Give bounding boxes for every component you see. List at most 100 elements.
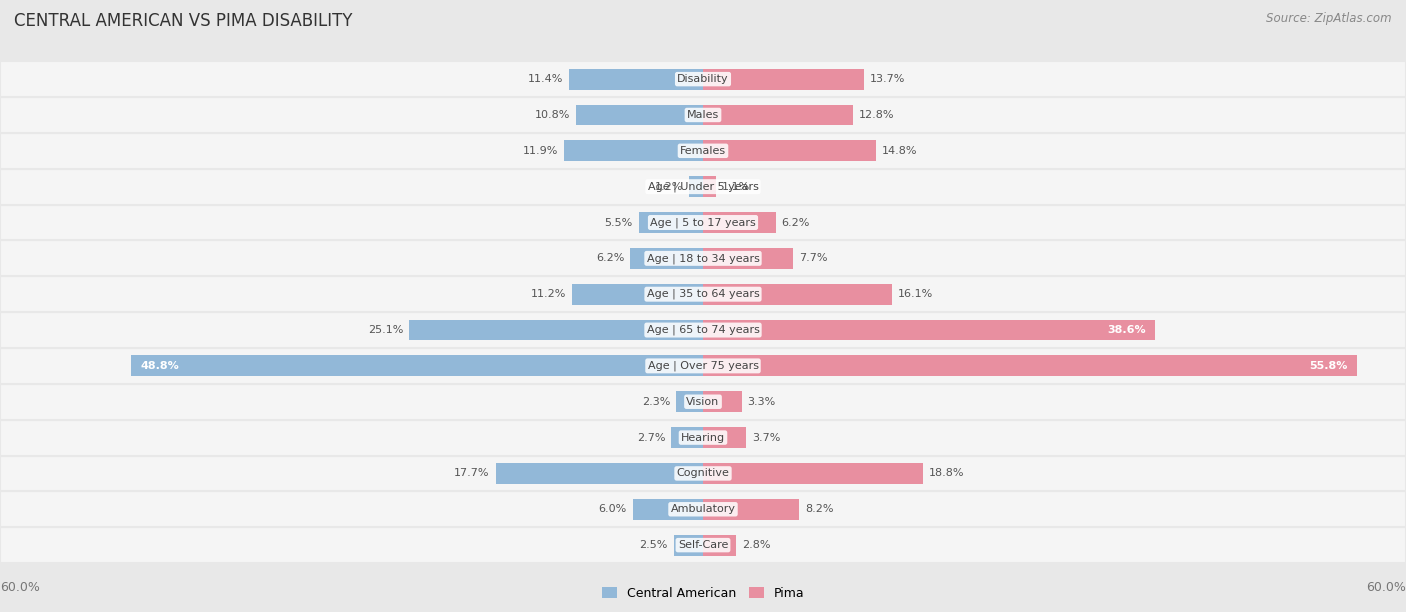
Bar	[703, 212, 776, 233]
Bar	[0, 241, 1406, 276]
Text: 1.1%: 1.1%	[721, 182, 749, 192]
Bar	[0, 204, 1406, 241]
Text: Disability: Disability	[678, 74, 728, 84]
Bar	[703, 105, 853, 125]
Bar	[0, 241, 1406, 276]
Bar	[0, 491, 1406, 527]
Text: 12.8%: 12.8%	[859, 110, 894, 120]
Bar	[0, 61, 1406, 97]
Text: Self-Care: Self-Care	[678, 540, 728, 550]
Bar	[0, 384, 1406, 420]
Text: Males: Males	[688, 110, 718, 120]
Bar	[0, 61, 1406, 97]
Text: Cognitive: Cognitive	[676, 468, 730, 479]
Text: Source: ZipAtlas.com: Source: ZipAtlas.com	[1267, 12, 1392, 25]
Text: 11.9%: 11.9%	[523, 146, 558, 156]
Bar	[703, 499, 799, 520]
Bar	[703, 248, 793, 269]
Text: Hearing: Hearing	[681, 433, 725, 442]
Text: 11.4%: 11.4%	[529, 74, 564, 84]
Text: 17.7%: 17.7%	[454, 468, 489, 479]
Text: 16.1%: 16.1%	[897, 289, 932, 299]
Text: 55.8%: 55.8%	[1309, 361, 1347, 371]
Text: 7.7%: 7.7%	[799, 253, 828, 263]
Bar	[703, 69, 863, 89]
Bar	[0, 420, 1406, 455]
Text: 5.5%: 5.5%	[605, 217, 633, 228]
Text: 10.8%: 10.8%	[536, 110, 571, 120]
Bar	[0, 133, 1406, 169]
Bar	[0, 455, 1406, 491]
Bar	[569, 69, 703, 89]
Bar	[0, 491, 1406, 527]
Bar	[0, 455, 1406, 491]
Bar	[703, 176, 716, 197]
Bar	[0, 527, 1406, 563]
Text: Females: Females	[681, 146, 725, 156]
Text: 38.6%: 38.6%	[1108, 325, 1146, 335]
Bar	[689, 176, 703, 197]
Bar	[131, 356, 703, 376]
Text: Age | Under 5 years: Age | Under 5 years	[648, 181, 758, 192]
Bar	[0, 312, 1406, 348]
Text: 2.8%: 2.8%	[742, 540, 770, 550]
Bar	[0, 169, 1406, 204]
Text: Vision: Vision	[686, 397, 720, 407]
Text: 3.3%: 3.3%	[748, 397, 776, 407]
Bar	[703, 463, 924, 484]
Bar	[638, 212, 703, 233]
Text: 60.0%: 60.0%	[1367, 581, 1406, 594]
Text: 11.2%: 11.2%	[530, 289, 565, 299]
Bar	[0, 527, 1406, 563]
Bar	[672, 427, 703, 448]
Bar	[0, 133, 1406, 169]
Text: Age | 5 to 17 years: Age | 5 to 17 years	[650, 217, 756, 228]
Bar	[673, 535, 703, 556]
Bar	[572, 284, 703, 305]
Bar	[633, 499, 703, 520]
Bar	[0, 276, 1406, 312]
Bar	[703, 535, 735, 556]
Bar	[0, 348, 1406, 384]
Text: 2.3%: 2.3%	[641, 397, 671, 407]
Bar	[703, 356, 1357, 376]
Text: Age | 35 to 64 years: Age | 35 to 64 years	[647, 289, 759, 299]
Text: Ambulatory: Ambulatory	[671, 504, 735, 514]
Bar	[0, 97, 1406, 133]
Text: 25.1%: 25.1%	[368, 325, 404, 335]
Text: 3.7%: 3.7%	[752, 433, 780, 442]
Bar	[0, 420, 1406, 455]
Text: Age | 18 to 34 years: Age | 18 to 34 years	[647, 253, 759, 264]
Bar	[630, 248, 703, 269]
Bar	[0, 204, 1406, 241]
Text: 2.5%: 2.5%	[640, 540, 668, 550]
Text: 2.7%: 2.7%	[637, 433, 665, 442]
Text: 18.8%: 18.8%	[929, 468, 965, 479]
Text: 1.2%: 1.2%	[655, 182, 683, 192]
Text: Age | 65 to 74 years: Age | 65 to 74 years	[647, 325, 759, 335]
Text: Age | Over 75 years: Age | Over 75 years	[648, 360, 758, 371]
Bar	[409, 319, 703, 340]
Text: 48.8%: 48.8%	[141, 361, 180, 371]
Bar	[576, 105, 703, 125]
Bar	[0, 312, 1406, 348]
Bar	[703, 140, 876, 161]
Bar	[0, 276, 1406, 312]
Text: 14.8%: 14.8%	[883, 146, 918, 156]
Text: 60.0%: 60.0%	[0, 581, 39, 594]
Bar	[496, 463, 703, 484]
Text: 8.2%: 8.2%	[804, 504, 834, 514]
Bar	[0, 384, 1406, 420]
Bar	[703, 427, 747, 448]
Text: 6.0%: 6.0%	[599, 504, 627, 514]
Text: 13.7%: 13.7%	[869, 74, 904, 84]
Bar	[0, 169, 1406, 204]
Bar	[676, 391, 703, 412]
Text: 6.2%: 6.2%	[596, 253, 624, 263]
Bar	[703, 319, 1156, 340]
Bar	[703, 391, 742, 412]
Text: CENTRAL AMERICAN VS PIMA DISABILITY: CENTRAL AMERICAN VS PIMA DISABILITY	[14, 12, 353, 30]
Bar	[0, 348, 1406, 384]
Legend: Central American, Pima: Central American, Pima	[602, 587, 804, 600]
Bar	[703, 284, 891, 305]
